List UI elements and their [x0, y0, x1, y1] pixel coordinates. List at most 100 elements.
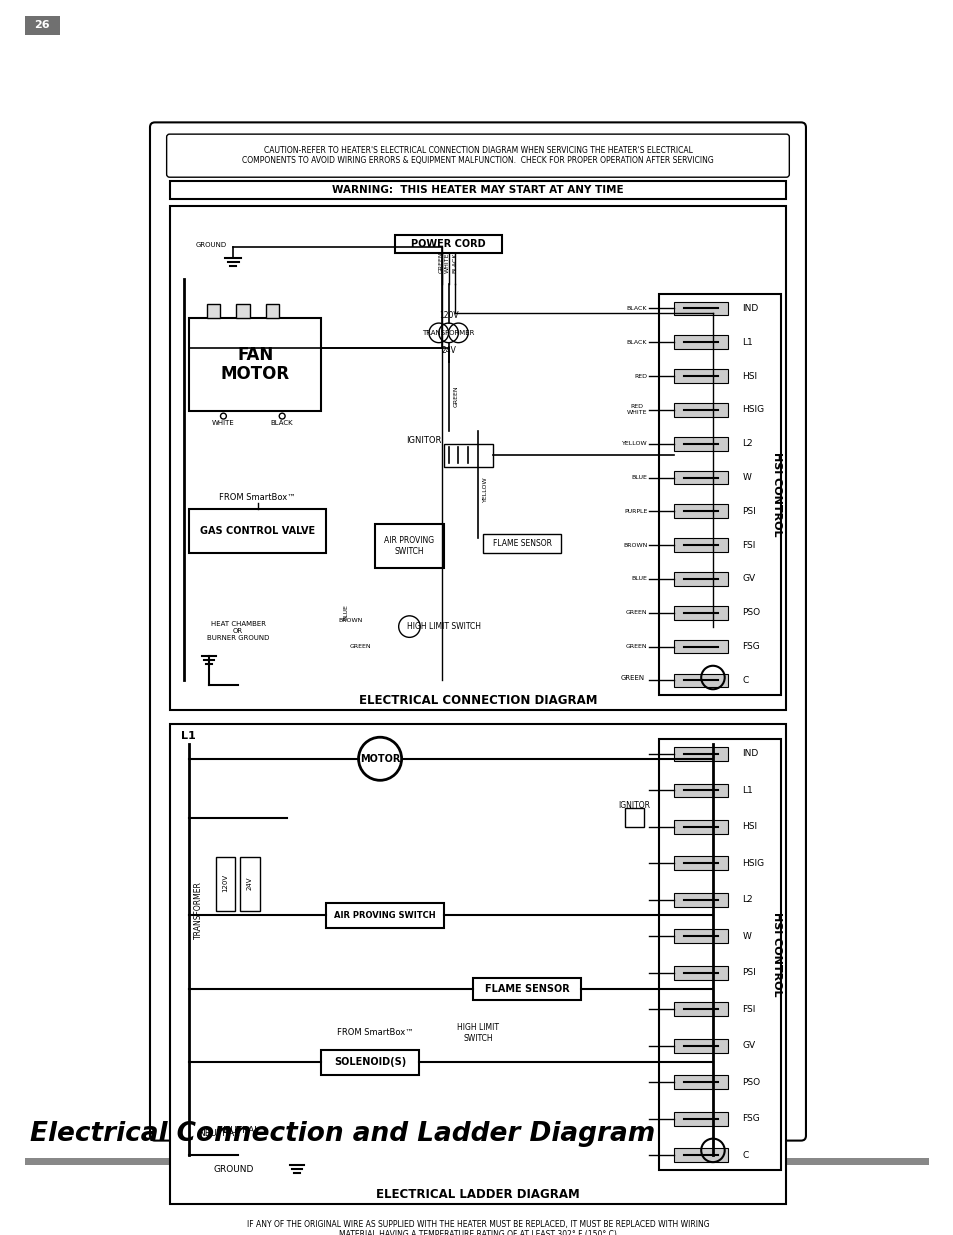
Text: HSI CONTROL: HSI CONTROL [771, 913, 781, 997]
Bar [673, 437, 727, 451]
Bar [207, 305, 220, 319]
Bar [673, 747, 727, 761]
Text: GV: GV [741, 1041, 755, 1050]
Bar [395, 235, 502, 253]
Bar [673, 930, 727, 944]
Text: FAN: FAN [237, 346, 274, 364]
Text: W: W [741, 473, 750, 482]
Text: IND: IND [741, 304, 758, 312]
Text: IGNITOR: IGNITOR [406, 436, 441, 445]
Bar [673, 673, 727, 688]
Text: PURPLE: PURPLE [623, 509, 647, 514]
Text: GROUND: GROUND [213, 1166, 253, 1174]
Text: GREEN: GREEN [454, 385, 458, 408]
Text: TRANSFORMER: TRANSFORMER [193, 882, 202, 940]
Text: YELLOW: YELLOW [483, 477, 488, 503]
Bar [265, 305, 279, 319]
Text: 26: 26 [34, 21, 51, 31]
Bar [673, 783, 727, 798]
Text: PSO: PSO [741, 609, 760, 618]
Bar [170, 725, 785, 1204]
Bar [673, 301, 727, 315]
Bar [673, 1149, 727, 1162]
Text: RED
WHITE: RED WHITE [626, 405, 647, 415]
Bar [673, 572, 727, 585]
Text: HIGH LIMIT
SWITCH: HIGH LIMIT SWITCH [456, 1024, 498, 1042]
Text: BLUE: BLUE [631, 475, 647, 480]
Bar [673, 640, 727, 653]
Text: FLAME SENSOR: FLAME SENSOR [484, 984, 569, 994]
Bar [673, 1003, 727, 1016]
Text: L2: L2 [741, 895, 752, 904]
Text: WHITE: WHITE [445, 252, 450, 273]
Bar [673, 1112, 727, 1125]
Text: BLACK: BLACK [626, 340, 647, 345]
Text: C: C [741, 676, 748, 685]
Text: CAUTION-REFER TO HEATER'S ELECTRICAL CONNECTION DIAGRAM WHEN SERVICING THE HEATE: CAUTION-REFER TO HEATER'S ELECTRICAL CON… [242, 146, 713, 165]
Text: BLUE: BLUE [343, 604, 348, 620]
Text: HSI: HSI [741, 823, 757, 831]
Text: BROWN: BROWN [622, 542, 647, 547]
Bar [659, 740, 781, 1170]
Text: NEUTRAL: NEUTRAL [197, 1129, 239, 1139]
Bar [673, 1076, 727, 1089]
Text: WARNING:  THIS HEATER MAY START AT ANY TIME: WARNING: THIS HEATER MAY START AT ANY TI… [332, 185, 623, 195]
Text: 120V: 120V [222, 874, 228, 892]
Bar [673, 336, 727, 350]
Text: HEAT CHAMBER
OR
BURNER GROUND: HEAT CHAMBER OR BURNER GROUND [207, 621, 269, 641]
Text: FROM SmartBox™: FROM SmartBox™ [336, 1029, 413, 1037]
Text: HSIG: HSIG [741, 858, 763, 868]
Bar [189, 509, 326, 553]
Text: C: C [741, 1151, 748, 1160]
Text: GV: GV [741, 574, 755, 583]
Text: TRANSFORMER: TRANSFORMER [422, 330, 475, 336]
Text: RED: RED [634, 373, 647, 379]
Text: Electrical Connection and Ladder Diagram: Electrical Connection and Ladder Diagram [30, 1120, 654, 1147]
Bar [170, 205, 785, 710]
Text: IGNITOR: IGNITOR [618, 802, 650, 810]
Bar [673, 504, 727, 519]
Text: BLUE: BLUE [631, 577, 647, 582]
Text: PSI: PSI [741, 506, 756, 516]
Text: POWER CORD: POWER CORD [411, 238, 485, 248]
Text: GAS CONTROL VALVE: GAS CONTROL VALVE [200, 526, 314, 536]
Bar [673, 369, 727, 383]
Text: IND: IND [741, 750, 758, 758]
Bar [673, 966, 727, 979]
FancyBboxPatch shape [167, 135, 788, 177]
Text: HIGH LIMIT SWITCH: HIGH LIMIT SWITCH [406, 622, 480, 631]
Bar [673, 857, 727, 871]
Bar [473, 978, 580, 999]
Bar [25, 16, 60, 36]
Bar [673, 538, 727, 552]
Bar [215, 857, 235, 910]
Text: HSIG: HSIG [741, 405, 763, 415]
Text: 24V: 24V [247, 877, 253, 890]
Bar [673, 893, 727, 906]
Text: GROUND: GROUND [195, 242, 226, 248]
Text: GREEN: GREEN [625, 610, 647, 615]
Bar [170, 182, 785, 199]
Text: 120V: 120V [438, 311, 458, 320]
Bar [189, 319, 321, 411]
Text: AIR PROVING
SWITCH: AIR PROVING SWITCH [384, 536, 434, 556]
Text: FSI: FSI [741, 541, 755, 550]
Text: FROM SmartBox™: FROM SmartBox™ [219, 493, 295, 501]
Text: SOLENOID(S): SOLENOID(S) [334, 1057, 406, 1067]
Text: GREEN: GREEN [437, 252, 443, 273]
Text: IF ANY OF THE ORIGINAL WIRE AS SUPPLIED WITH THE HEATER MUST BE REPLACED, IT MUS: IF ANY OF THE ORIGINAL WIRE AS SUPPLIED … [247, 1220, 708, 1235]
Text: ELECTRICAL CONNECTION DIAGRAM: ELECTRICAL CONNECTION DIAGRAM [358, 694, 597, 706]
Text: FSG: FSG [741, 1114, 760, 1124]
Text: L2: L2 [741, 440, 752, 448]
Text: FSG: FSG [741, 642, 760, 651]
Text: L1: L1 [741, 785, 752, 795]
Text: L1: L1 [181, 731, 196, 741]
FancyBboxPatch shape [156, 1209, 799, 1235]
Bar [236, 305, 250, 319]
Text: HSI CONTROL: HSI CONTROL [771, 452, 781, 537]
Text: W: W [741, 932, 750, 941]
Text: BLACK: BLACK [271, 420, 294, 426]
Bar [25, 1158, 928, 1165]
Text: PSO: PSO [741, 1078, 760, 1087]
Bar [624, 808, 643, 827]
